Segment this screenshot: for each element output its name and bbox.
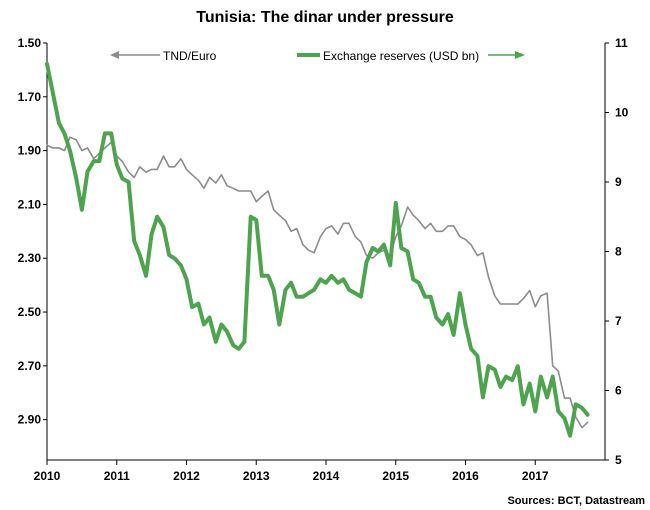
left-tick-label: 2.30 <box>18 251 42 265</box>
left-tick-label: 1.50 <box>18 36 42 50</box>
right-tick-label: 11 <box>615 36 628 50</box>
source-note: Sources: BCT, Datastream <box>507 495 645 507</box>
left-tick-label: 2.50 <box>18 305 42 319</box>
right-tick-label: 8 <box>615 245 622 259</box>
left-tick-label: 2.10 <box>18 197 42 211</box>
x-tick-label: 2010 <box>34 469 61 483</box>
axes: 1.50 1.70 1.90 2.10 2.30 2.50 2.70 2.90 11 10 9 8 7 6… <box>18 36 629 483</box>
legend-arrow-right-icon <box>515 51 525 59</box>
right-tick-label: 9 <box>615 175 622 189</box>
legend: TND/Euro Exchange reserves (USD bn) <box>110 49 525 63</box>
x-tick-label: 2016 <box>452 469 479 483</box>
x-tick-label: 2017 <box>522 469 549 483</box>
x-tick-label: 2014 <box>313 469 340 483</box>
x-tick-label: 2015 <box>382 469 409 483</box>
right-tick-label: 6 <box>615 384 622 398</box>
x-tick-label: 2013 <box>243 469 270 483</box>
x-tick-label: 2011 <box>104 469 130 483</box>
legend-arrow-left-icon <box>110 51 119 59</box>
plot-area <box>45 61 590 438</box>
series-line-tnd-euro <box>46 136 589 429</box>
left-tick-label: 2.90 <box>18 413 42 427</box>
left-tick-label: 1.90 <box>18 144 42 158</box>
x-tick-label: 2012 <box>173 469 200 483</box>
series-line-exchange-reserves <box>45 61 590 438</box>
left-tick-label: 1.70 <box>18 90 42 104</box>
right-tick-label: 7 <box>615 314 622 328</box>
right-tick-label: 10 <box>615 106 629 120</box>
legend-label-tnd-euro: TND/Euro <box>163 49 217 63</box>
chart-title: Tunisia: The dinar under pressure <box>196 9 454 26</box>
right-tick-label: 5 <box>615 453 622 467</box>
legend-label-exchange-reserves: Exchange reserves (USD bn) <box>323 49 479 63</box>
left-tick-label: 2.70 <box>18 359 42 373</box>
